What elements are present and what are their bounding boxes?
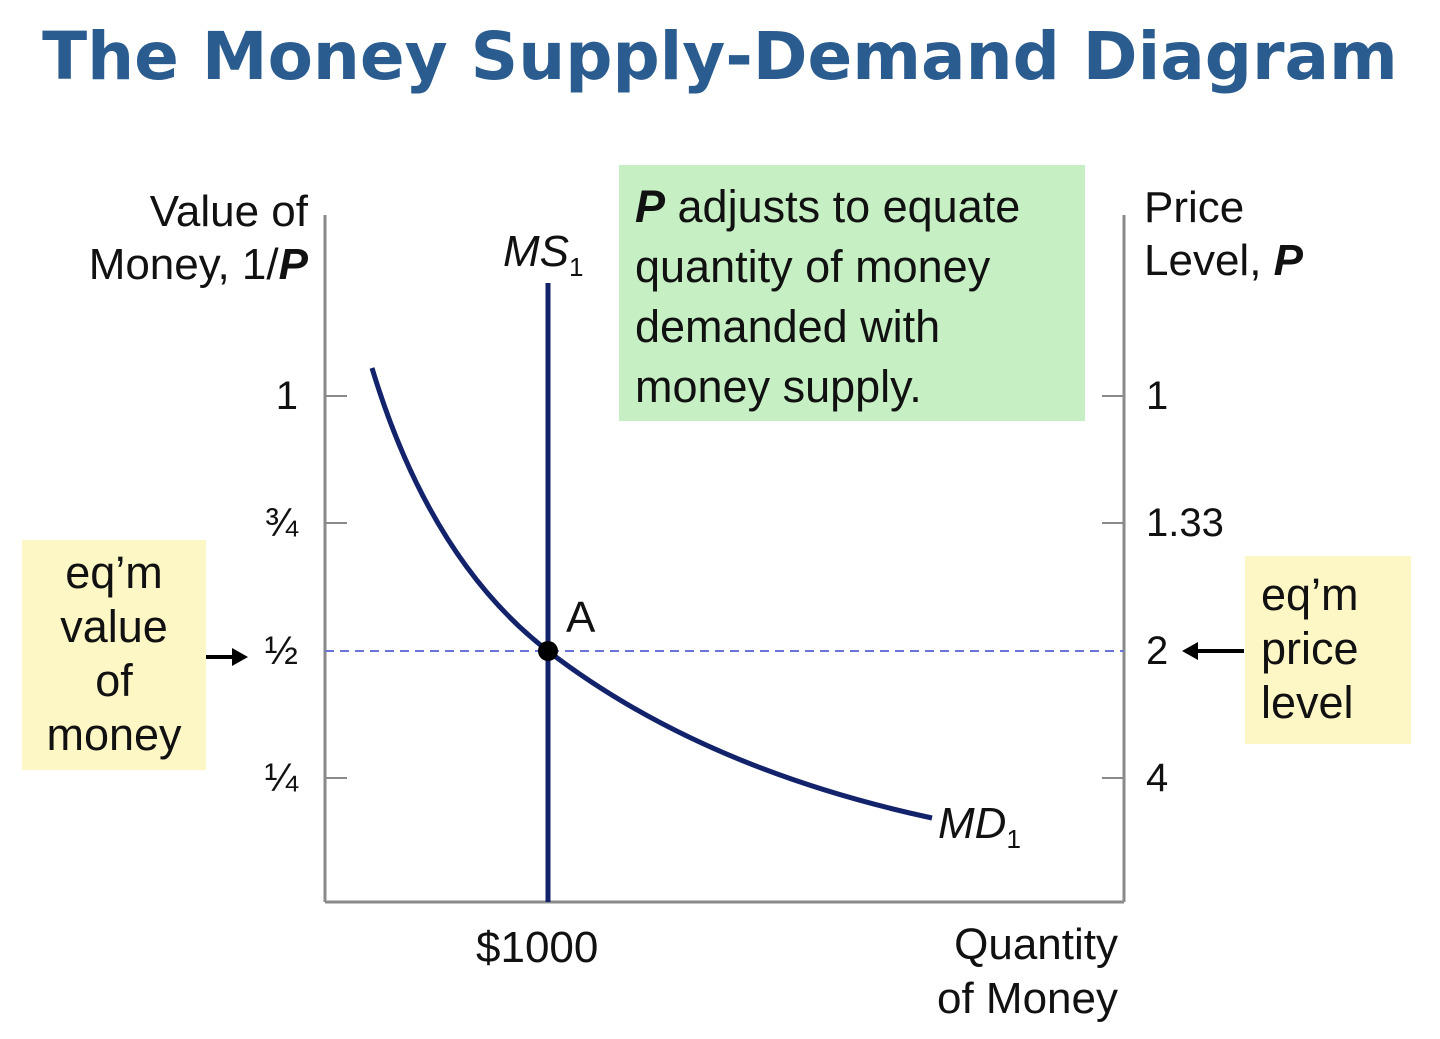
left-tick-label: ¾ <box>264 501 298 545</box>
eq-value-box: eq’m value of money <box>22 540 206 770</box>
left-tick-label: ¼ <box>264 756 298 800</box>
right-tick-label: 1 <box>1146 374 1169 418</box>
eq-price-box: eq’m price level <box>1245 556 1411 744</box>
left-tick-label: ½ <box>264 629 298 673</box>
right-arrow-head <box>1182 642 1198 660</box>
md-curve <box>369 367 933 821</box>
equilibrium-point <box>538 641 558 661</box>
equilibrium-label: A <box>566 593 596 642</box>
page-title: The Money Supply-Demand Diagram <box>42 18 1398 95</box>
left-arrow-head <box>232 648 248 666</box>
right-tick-label: 4 <box>1146 756 1169 800</box>
left-axis-label: Value of Money, 1/P <box>88 187 308 289</box>
right-tick-label: 2 <box>1146 629 1169 673</box>
ms-curve-label: MS1 <box>503 227 584 282</box>
x-axis-label: Quantity of Money <box>937 920 1118 1023</box>
right-axis-label: Price Level, P <box>1144 183 1303 285</box>
right-tick-label: 1.33 <box>1146 501 1224 545</box>
md-curve-label: MD1 <box>938 799 1021 854</box>
left-tick-label: 1 <box>275 374 298 418</box>
explanation-note: P adjusts to equate quantity of money de… <box>619 165 1085 421</box>
x-tick-label: $1000 <box>476 923 599 972</box>
